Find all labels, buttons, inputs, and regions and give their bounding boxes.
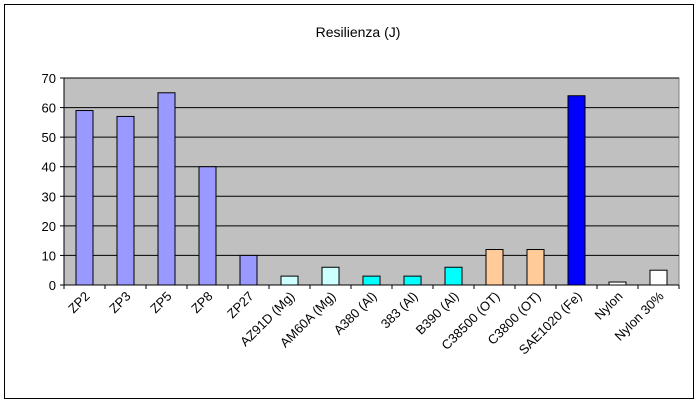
bar-5 bbox=[280, 275, 299, 286]
x-tick-label-3: ZP8 bbox=[188, 289, 215, 316]
bar-11 bbox=[526, 249, 545, 286]
x-tick-label-13: Nylon bbox=[592, 289, 626, 323]
bar-8 bbox=[403, 275, 422, 286]
bar-1 bbox=[116, 115, 135, 286]
y-tick-label-20: 20 bbox=[42, 219, 56, 234]
bar-0 bbox=[75, 110, 94, 286]
x-tick-label-0: ZP2 bbox=[65, 289, 92, 316]
axes bbox=[63, 78, 679, 286]
x-tick-label-7: A380 (Al) bbox=[331, 289, 380, 338]
y-tick-label-70: 70 bbox=[42, 71, 56, 86]
y-tick-label-40: 40 bbox=[42, 160, 56, 175]
y-axis-ticks: 0 10 20 30 40 50 60 70 bbox=[42, 71, 64, 293]
plot-background bbox=[63, 77, 680, 286]
y-tick-label-50: 50 bbox=[42, 130, 56, 145]
y-tick-label-0: 0 bbox=[49, 278, 56, 293]
bar-14 bbox=[649, 269, 668, 286]
x-tick-label-4: ZP27 bbox=[224, 289, 257, 322]
bar-10 bbox=[485, 249, 504, 286]
y-tick-label-10: 10 bbox=[42, 248, 56, 263]
bars bbox=[75, 92, 668, 286]
y-tick-label-60: 60 bbox=[42, 101, 56, 116]
y-tick-label-30: 30 bbox=[42, 189, 56, 204]
x-tick-label-1: ZP3 bbox=[106, 289, 133, 316]
bar-9 bbox=[444, 266, 463, 286]
x-tick-label-2: ZP5 bbox=[147, 289, 174, 316]
bar-7 bbox=[362, 275, 381, 286]
chart-title: Resilienza (J) bbox=[316, 24, 401, 40]
bar-12 bbox=[567, 95, 586, 286]
bar-3 bbox=[198, 166, 217, 286]
bar-4 bbox=[239, 254, 258, 286]
bar-6 bbox=[321, 266, 340, 286]
bar-2 bbox=[157, 92, 176, 286]
plot-area bbox=[63, 77, 680, 286]
